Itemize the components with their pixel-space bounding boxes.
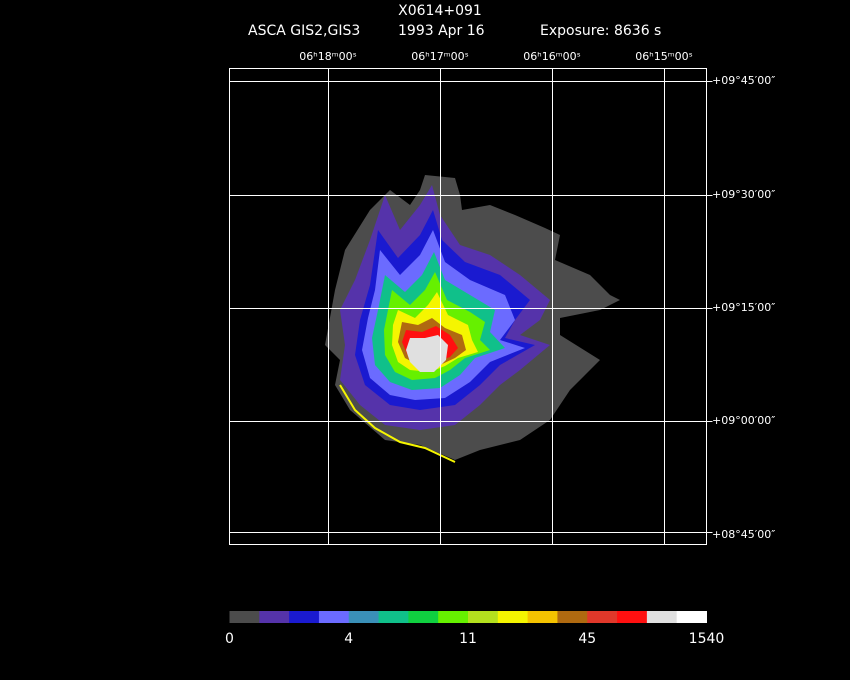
colorbar-label: 45 bbox=[578, 631, 596, 647]
dec-label: +09°45′00″ bbox=[712, 74, 775, 87]
colorbar-swatch bbox=[557, 611, 588, 623]
ra-label: 06ʰ15ᵐ00ˢ bbox=[635, 50, 692, 63]
colorbar-swatch bbox=[646, 611, 678, 623]
colorbar-swatch bbox=[497, 611, 529, 623]
colorbar-swatch bbox=[378, 611, 409, 623]
exposure: Exposure: 8636 s bbox=[540, 23, 661, 39]
ra-label: 06ʰ17ᵐ00ˢ bbox=[411, 50, 468, 63]
colorbar-label: 4 bbox=[344, 631, 353, 647]
colorbar-swatch bbox=[229, 611, 260, 623]
source-image bbox=[325, 175, 620, 463]
colorbar-swatch bbox=[617, 611, 648, 623]
colorbar-swatch bbox=[438, 611, 469, 623]
date: 1993 Apr 16 bbox=[398, 23, 485, 39]
colorbar-swatch bbox=[468, 611, 499, 623]
colorbar-swatch bbox=[587, 611, 618, 623]
dec-label: +09°30′00″ bbox=[712, 188, 775, 201]
colorbar-label: 0 bbox=[225, 631, 234, 647]
dec-label: +08°45′00″ bbox=[712, 528, 775, 541]
colorbar-label: 11 bbox=[459, 631, 477, 647]
colorbar-swatch bbox=[259, 611, 290, 623]
colorbar-swatch bbox=[527, 611, 558, 623]
colorbar-swatch bbox=[348, 611, 380, 623]
colorbar-swatch bbox=[676, 611, 707, 623]
colorbar: 0 4 11 45 1540 bbox=[225, 611, 724, 647]
colorbar-swatch bbox=[318, 611, 350, 623]
frame bbox=[229, 68, 707, 545]
title: X0614+091 bbox=[398, 3, 482, 19]
colorbar-swatch bbox=[289, 611, 320, 623]
instrument: ASCA GIS2,GIS3 bbox=[248, 23, 360, 39]
dec-label: +09°15′00″ bbox=[712, 301, 775, 314]
dec-label: +09°00′00″ bbox=[712, 414, 775, 427]
colorbar-swatch bbox=[408, 611, 439, 623]
ra-label: 06ʰ18ᵐ00ˢ bbox=[299, 50, 356, 63]
coordinate-grid bbox=[229, 68, 707, 545]
colorbar-label: 1540 bbox=[689, 631, 725, 647]
ra-label: 06ʰ16ᵐ00ˢ bbox=[523, 50, 580, 63]
